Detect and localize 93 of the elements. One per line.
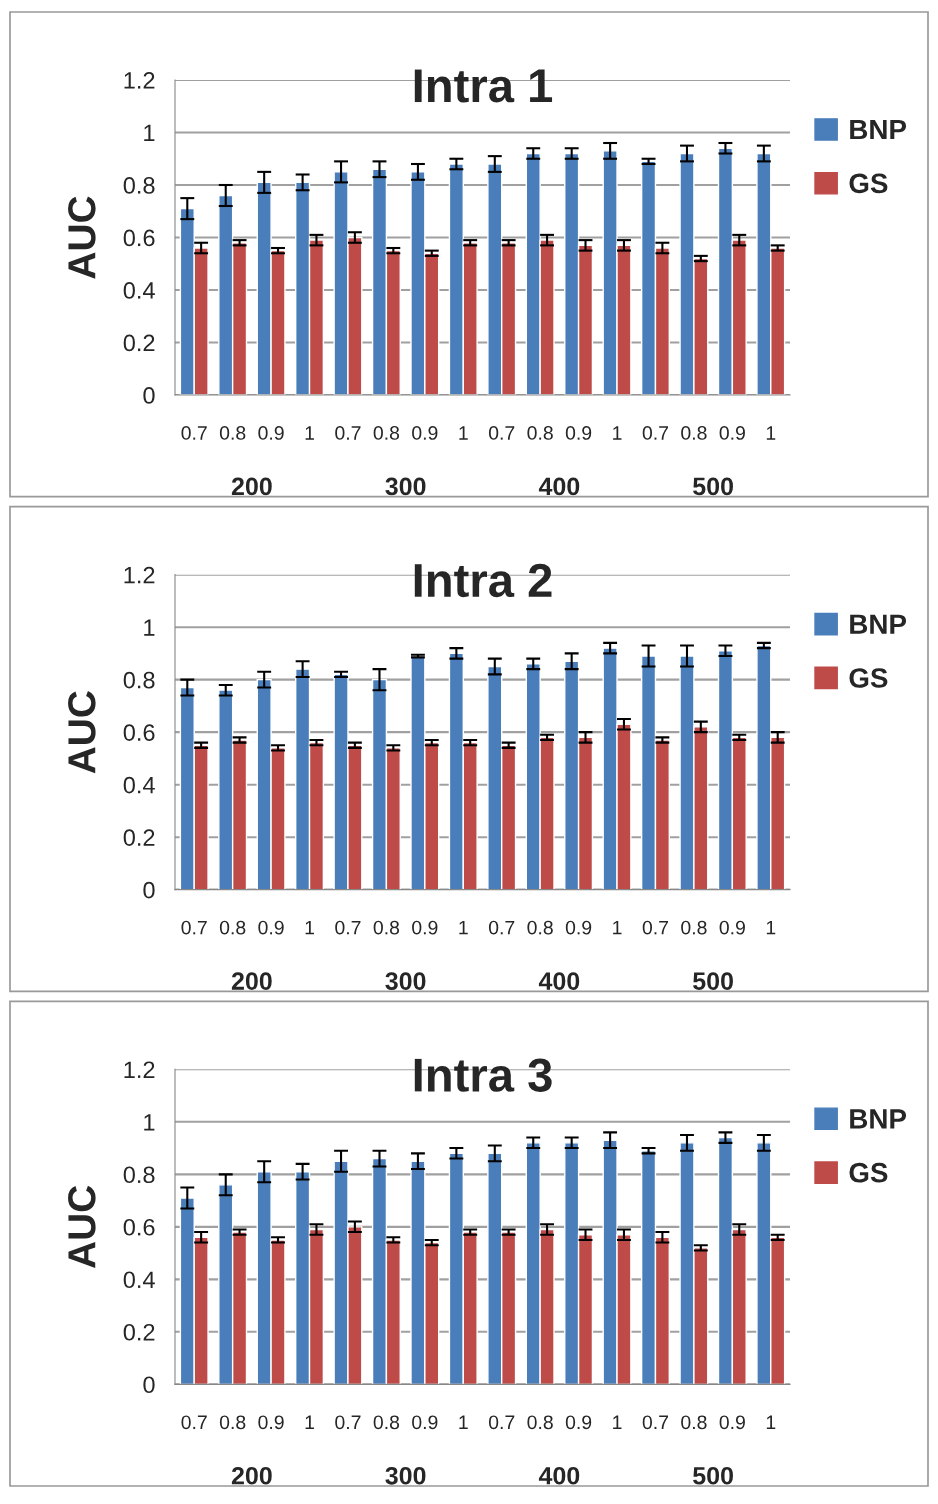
y-tick-label: 0.2 — [123, 829, 155, 846]
text: 400 — [538, 972, 580, 990]
y-tick-label: 0.8 — [123, 177, 155, 194]
y-tick-label: 0.2 — [123, 1323, 155, 1341]
x-tick-label: 0.9 — [719, 920, 745, 935]
x-tick-label: 0.8 — [219, 1415, 246, 1430]
x-tick-label: 0.9 — [412, 1415, 438, 1430]
y-tick-label: 0.2 — [123, 334, 155, 352]
y-tick-label: 1.2 — [124, 1061, 155, 1078]
y-tick-label: 0.4 — [123, 282, 155, 299]
x-tick-label: 1 — [459, 1415, 468, 1429]
y-tick-label: 0.6 — [123, 229, 155, 247]
legend-label: BNP — [850, 614, 907, 634]
x-tick-label: 0.8 — [681, 426, 707, 440]
x-tick-label: 0.8 — [527, 426, 553, 440]
x-tick-label: 0.9 — [258, 1415, 284, 1430]
y-tick-label: 0.6 — [123, 1218, 155, 1236]
x-tick-label: 1 — [459, 920, 468, 935]
x-tick-label: 1 — [613, 920, 622, 935]
x-tick-label: 0.9 — [412, 920, 438, 935]
legend-label: GS — [849, 668, 888, 688]
x-tick-label: 0.7 — [488, 426, 515, 440]
y-tick-label: 1 — [144, 124, 155, 142]
x-tick-label: 1 — [766, 1415, 776, 1429]
text: 500 — [693, 477, 733, 496]
x-tick-label: 0.8 — [219, 426, 246, 440]
y-tick-label: 0.4 — [123, 776, 155, 794]
x-tick-label: 0.9 — [565, 920, 592, 935]
x-tick-label: 0.7 — [642, 426, 669, 440]
chart-title: Intra 1 — [414, 69, 553, 103]
y-tick-label: 0.8 — [123, 671, 155, 689]
chart-title: Intra 3 — [414, 1058, 552, 1092]
text: 500 — [693, 972, 733, 990]
x-tick-label: 0.8 — [219, 920, 246, 935]
y-axis-title: AUC — [68, 1185, 96, 1268]
x-tick-label: 0.7 — [181, 920, 207, 935]
x-tick-label: 0.8 — [681, 920, 707, 935]
y-tick-label: 0 — [143, 881, 155, 899]
x-tick-label: 0.9 — [258, 426, 284, 440]
x-tick-label: 0.9 — [258, 920, 284, 935]
y-tick-label: 0.8 — [123, 1166, 155, 1184]
x-tick-label: 0.7 — [335, 1415, 361, 1430]
x-tick-label: 0.7 — [181, 1415, 207, 1430]
y-axis-title: AUC — [68, 691, 96, 774]
y-tick-label: 0.6 — [123, 724, 155, 741]
y-axis-title: AUC — [68, 196, 96, 279]
x-tick-label: 1 — [613, 1415, 622, 1429]
text: 200 — [231, 477, 272, 496]
x-tick-label: 0.8 — [373, 1415, 400, 1430]
chart-title: Intra 2 — [414, 563, 552, 598]
x-tick-label: 1 — [766, 426, 776, 440]
x-tick-label: 0.7 — [642, 920, 669, 935]
legend-label: BNP — [850, 1109, 907, 1129]
y-tick-label: 0 — [143, 1376, 155, 1394]
x-tick-label: 1 — [613, 426, 622, 440]
x-tick-label: 0.9 — [719, 426, 745, 440]
x-tick-label: 0.8 — [527, 920, 553, 935]
x-tick-label: 0.7 — [335, 426, 361, 440]
x-tick-label: 0.9 — [719, 1415, 745, 1430]
y-tick-label: 1 — [144, 619, 155, 636]
text: 400 — [538, 1466, 580, 1485]
x-tick-label: 0.8 — [373, 426, 400, 440]
x-tick-label: 0.7 — [642, 1415, 669, 1430]
x-tick-label: 0.9 — [565, 426, 592, 440]
y-tick-label: 0 — [143, 387, 155, 404]
x-tick-label: 1 — [305, 1415, 314, 1429]
x-tick-label: 0.9 — [565, 1415, 592, 1430]
y-tick-label: 1.2 — [124, 566, 155, 584]
x-tick-label: 0.8 — [373, 920, 400, 935]
x-tick-label: 0.7 — [181, 426, 207, 440]
x-tick-label: 1 — [305, 426, 314, 440]
x-tick-label: 1 — [459, 426, 468, 440]
text: 300 — [385, 477, 426, 496]
text: 500 — [693, 1466, 733, 1485]
x-tick-label: 0.7 — [488, 1415, 515, 1430]
legend-label: GS — [849, 173, 888, 194]
y-tick-label: 0.4 — [123, 1271, 155, 1289]
x-tick-label: 0.8 — [681, 1415, 707, 1430]
text: 200 — [231, 972, 272, 990]
x-tick-label: 0.9 — [412, 426, 438, 440]
y-tick-label: 1 — [144, 1114, 155, 1131]
legend-label: BNP — [850, 119, 907, 140]
text: 400 — [538, 477, 580, 496]
text: 200 — [231, 1466, 272, 1485]
text: 300 — [385, 972, 426, 990]
legend-label: GS — [849, 1162, 888, 1183]
x-tick-label: 0.7 — [488, 920, 515, 935]
text: 300 — [385, 1466, 426, 1485]
y-tick-label: 1.2 — [124, 72, 155, 89]
x-tick-label: 0.8 — [527, 1415, 553, 1430]
x-tick-label: 1 — [305, 920, 314, 935]
x-tick-label: 1 — [766, 920, 776, 935]
x-tick-label: 0.7 — [335, 920, 361, 935]
